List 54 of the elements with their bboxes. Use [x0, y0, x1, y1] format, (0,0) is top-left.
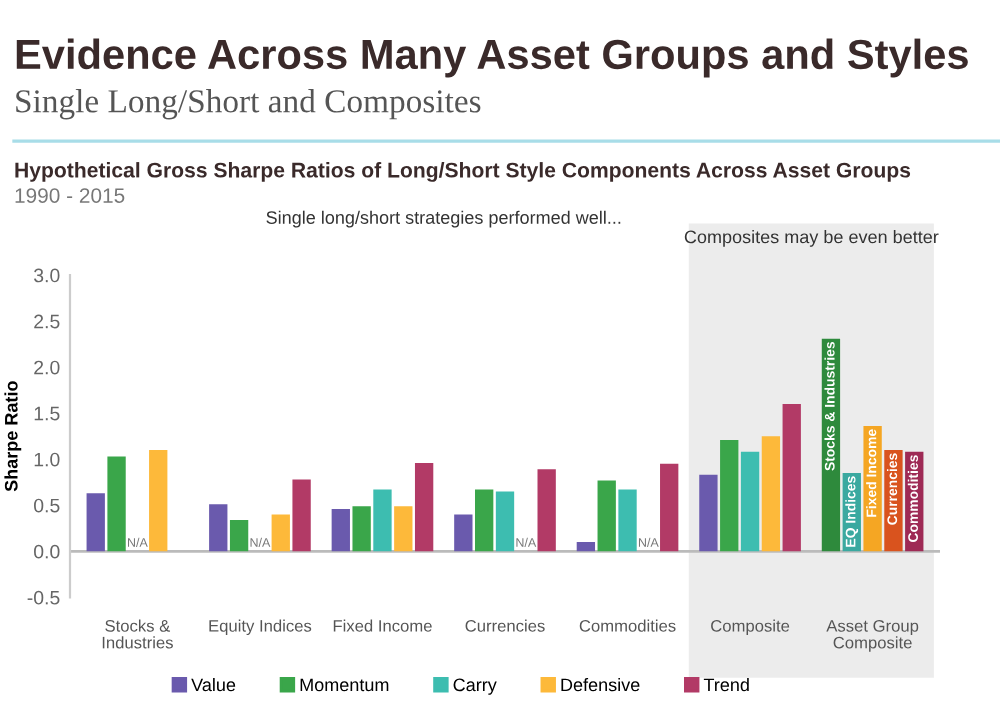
bar	[209, 504, 228, 552]
bar	[271, 514, 290, 552]
bar	[292, 479, 311, 552]
bar	[107, 456, 126, 552]
bar	[618, 489, 637, 552]
chart-subtitle: Single Long/Short and Composites	[16, 89, 481, 120]
x-tick-label: Currencies	[465, 619, 545, 632]
text: 1990 - 2015	[15, 188, 125, 203]
y-tick-label: 3.0	[33, 268, 60, 283]
x-tick-label: Asset Group Composite	[826, 619, 919, 652]
y-tick-label: 1.5	[34, 406, 60, 421]
bar	[373, 489, 392, 552]
bar	[495, 491, 515, 552]
bar	[475, 489, 494, 552]
bar	[740, 451, 760, 552]
bar	[537, 469, 556, 552]
bar	[782, 403, 801, 552]
legend-label: Value	[191, 677, 236, 692]
bar	[884, 450, 903, 552]
y-axis-title: Sharpe Ratio	[4, 381, 22, 492]
bar	[454, 514, 473, 552]
bar	[414, 462, 434, 552]
text: Hypothetical Gross Sharpe Ratios of Long/Short Style Components Across Asset Groups	[15, 162, 911, 182]
y-tick-label: 2.5	[34, 314, 60, 329]
legend-label: Defensive	[561, 677, 640, 692]
text: Single long/short strategies performed well...	[266, 210, 621, 228]
legend-label: Carry	[453, 678, 497, 695]
x-tick-label: Stocks & Industries	[102, 619, 173, 649]
legend-label: Momentum	[300, 678, 389, 692]
x-tick-label: Fixed Income	[333, 619, 432, 632]
bar	[597, 480, 616, 552]
x-tick-label: Composite	[711, 619, 790, 636]
bar	[576, 542, 596, 552]
y-tick-label: -0.5	[27, 590, 60, 605]
y-tick-label: 0.5	[34, 498, 60, 513]
y-tick-label: 2.0	[34, 360, 60, 375]
bar	[699, 474, 718, 552]
bar	[331, 508, 350, 552]
bar	[86, 493, 105, 552]
bar	[394, 506, 413, 552]
bar	[863, 426, 882, 552]
bar	[352, 506, 371, 552]
bar	[720, 439, 739, 552]
bar	[761, 436, 781, 552]
bar	[149, 450, 168, 552]
bar	[660, 463, 679, 552]
y-tick-label: 0.0	[34, 544, 60, 559]
chart-title: Evidence Across Many Asset Groups and Styles	[16, 38, 968, 78]
y-tick-label: 1.0	[34, 452, 60, 467]
band-label: Composites may be even better	[684, 230, 939, 247]
bar	[229, 519, 249, 552]
legend-label: Trend	[703, 677, 749, 692]
x-tick-label: Equity Indices	[209, 619, 312, 636]
x-tick-label: Commodities	[579, 619, 676, 632]
